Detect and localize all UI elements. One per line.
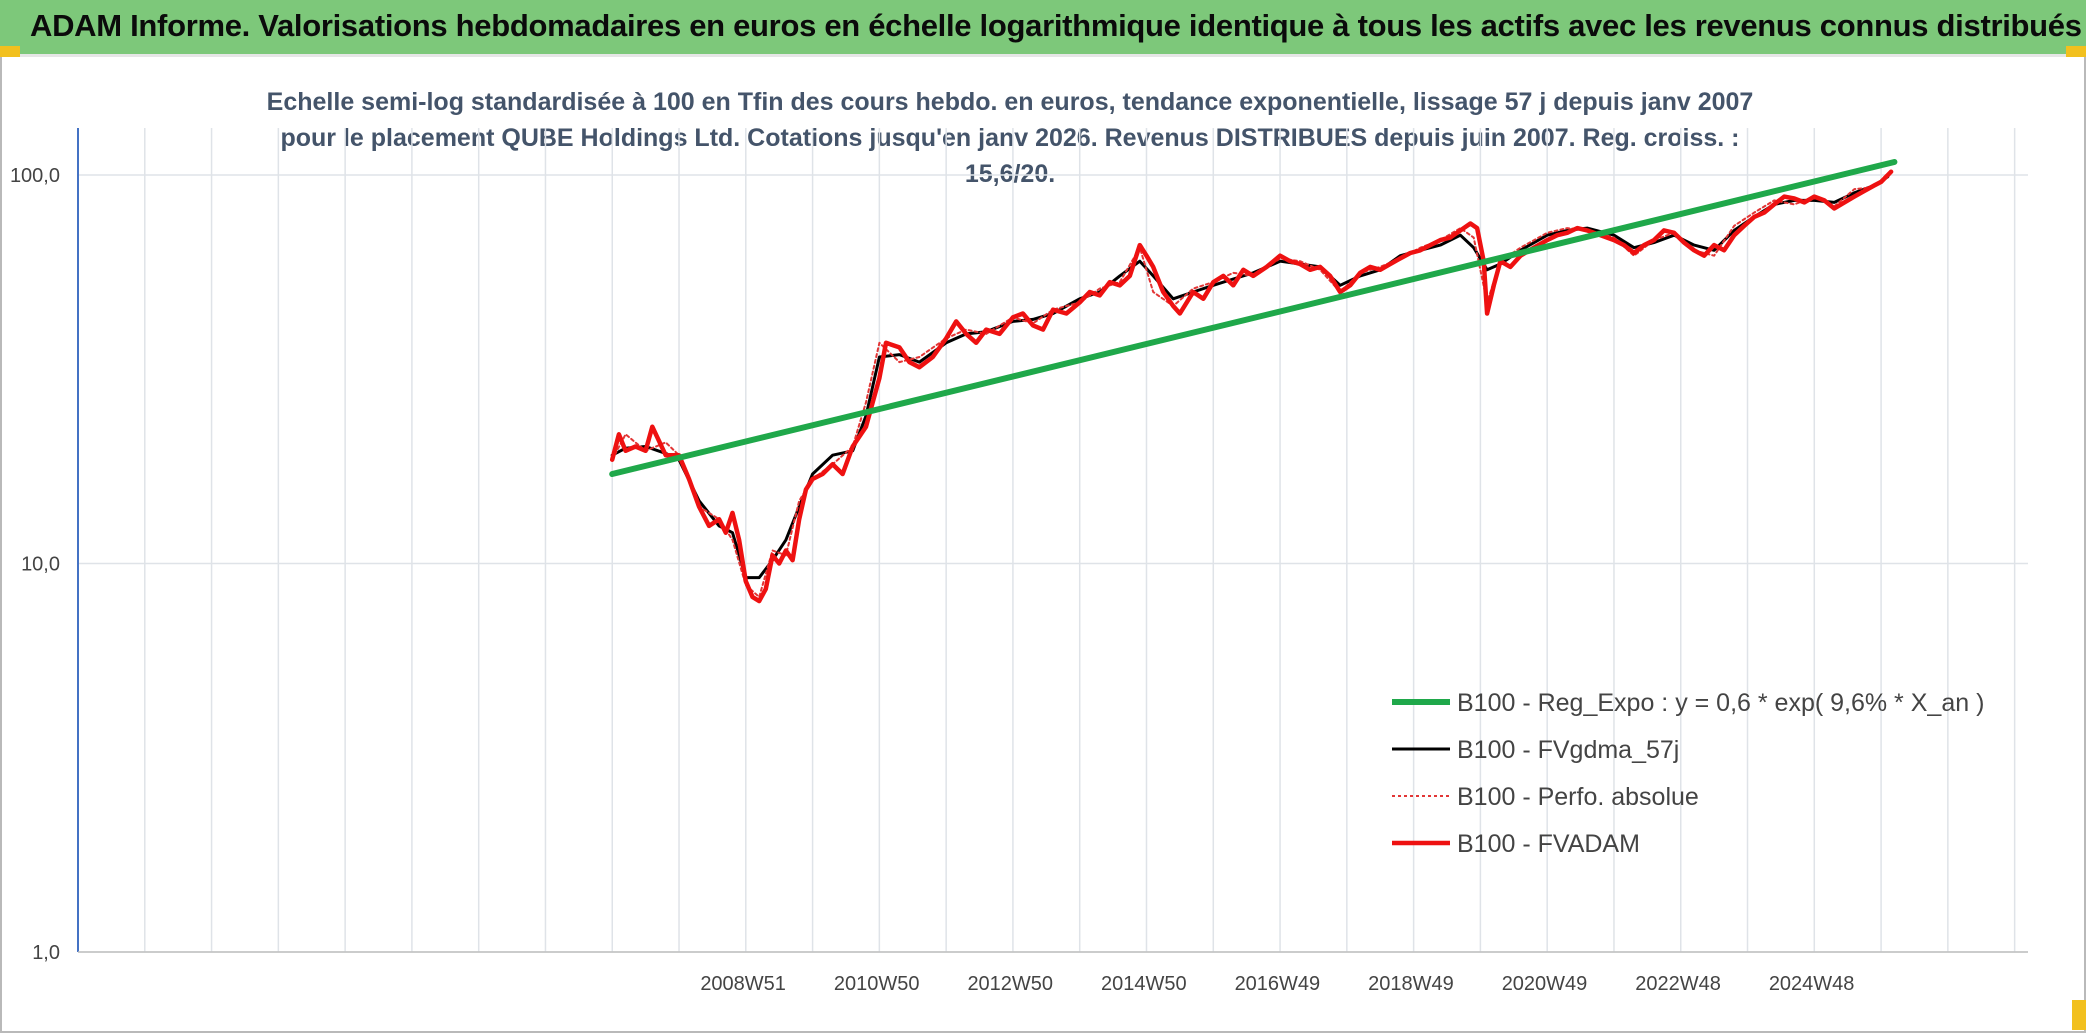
x-tick-label: 2022W48 <box>1635 973 1721 995</box>
legend-fvadam-label: B100 - FVADAM <box>1457 830 1640 858</box>
chart-title: Echelle semi-log standardisée à 100 en T… <box>266 88 1754 188</box>
series-perfo-absolue-line <box>611 172 1889 598</box>
x-tick-label: 2008W51 <box>700 973 786 995</box>
corner-marker-left <box>0 46 20 57</box>
y-tick-label: 100,0 <box>10 165 60 187</box>
x-tick-label: 2024W48 <box>1769 973 1855 995</box>
header-bar: ADAM Informe. Valorisations hebdomadaire… <box>0 0 2086 57</box>
x-tick-label: 2014W50 <box>1101 973 1187 995</box>
legend-fvgdma-label: B100 - FVgdma_57j <box>1457 736 1679 764</box>
legend-perfo-absolue-label: B100 - Perfo. absolue <box>1457 783 1699 811</box>
x-tick-label: 2018W49 <box>1368 973 1454 995</box>
series-fvadam-line <box>609 169 1894 604</box>
y-tick-label: 1,0 <box>32 942 60 964</box>
report-title: ADAM Informe. Valorisations hebdomadaire… <box>30 8 2082 43</box>
x-tick-label: 2016W49 <box>1235 973 1321 995</box>
x-tick-label: 2020W49 <box>1502 973 1588 995</box>
corner-marker-right <box>2066 46 2086 57</box>
y-tick-label: 10,0 <box>21 554 60 576</box>
series-fvgdma-line <box>610 175 1890 580</box>
corner-marker-bottom-right <box>2072 1000 2086 1030</box>
legend-reg-expo-label: B100 - Reg_Expo : y = 0,6 * exp( 9,6% * … <box>1457 689 1984 717</box>
x-tick-label: 2010W50 <box>834 973 920 995</box>
x-tick-label: 2012W50 <box>967 973 1053 995</box>
series-reg-expo-line <box>609 159 1898 477</box>
